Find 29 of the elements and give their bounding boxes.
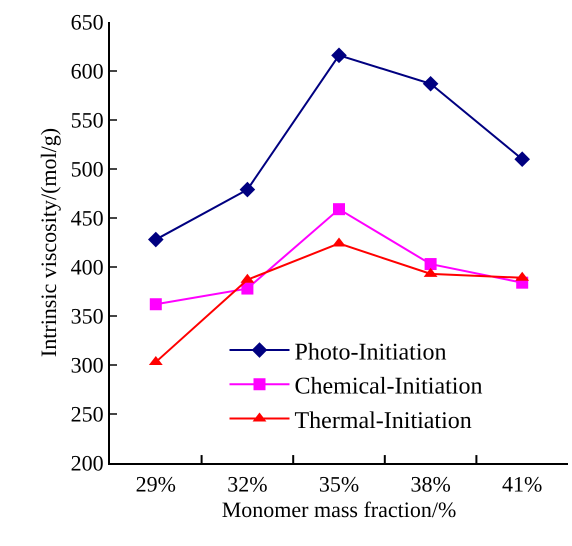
y-tick-label: 200 — [70, 450, 104, 476]
x-tick-label: 32% — [227, 471, 268, 496]
x-tick-label: 35% — [318, 471, 360, 496]
legend-label: Thermal-Initiation — [294, 408, 472, 434]
y-tick-label: 250 — [70, 402, 104, 427]
y-tick-label: 350 — [70, 304, 104, 329]
point — [148, 232, 164, 248]
y-tick-label: 450 — [70, 206, 104, 231]
point — [331, 48, 347, 64]
point — [422, 76, 438, 92]
legend-label: Chemical-Initiation — [294, 374, 482, 400]
point — [514, 151, 530, 167]
point — [241, 282, 254, 295]
y-tick-label: 550 — [70, 108, 104, 133]
point — [150, 298, 162, 310]
y-tick-label: 300 — [70, 352, 104, 378]
point — [424, 258, 437, 270]
y-tick-label: 400 — [70, 254, 104, 280]
x-tick-label: 38% — [410, 471, 451, 496]
x-tick-label: 29% — [136, 471, 176, 496]
point — [333, 203, 345, 216]
y-tick-label: 600 — [70, 58, 104, 84]
y-tick-label: 500 — [70, 156, 104, 182]
y-tick-label: 650 — [70, 10, 104, 35]
x-tick-label: 41% — [502, 471, 542, 496]
x-axis-title: Monomer mass fraction/% — [222, 496, 456, 522]
legend-label: Photo-Initiation — [294, 339, 446, 366]
y-axis-title: Intrinsic viscosity/(mol/g) — [36, 128, 61, 358]
point — [240, 182, 256, 198]
